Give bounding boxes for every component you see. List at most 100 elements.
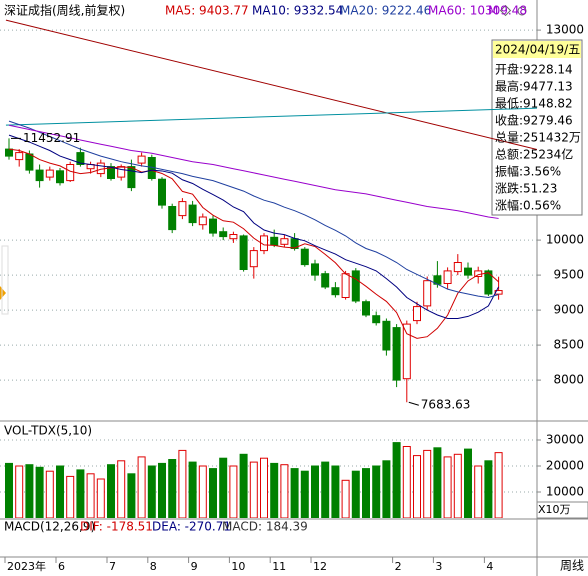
volume-bar (453, 453, 462, 518)
x-tick-label: 4 (486, 560, 493, 573)
ma-line (8, 148, 499, 339)
volume-bar (76, 469, 85, 518)
volume-bar (35, 466, 44, 518)
volume-bar (362, 468, 370, 518)
trend-line (5, 107, 537, 126)
candle-body (300, 248, 309, 266)
icon-diamond[interactable] (499, 4, 512, 17)
y-tick-label: 30000 (546, 433, 584, 447)
candle-body (117, 166, 126, 178)
candle-body (239, 235, 248, 270)
legend-entry: MA5: 9403.77 (165, 4, 249, 18)
volume-bar (321, 461, 330, 518)
x-tick-label: 6 (58, 560, 65, 573)
info-row: 涨跌:51.23 (495, 181, 557, 196)
candle-body (311, 263, 319, 276)
volume-bar (66, 475, 75, 518)
volume-bar (86, 473, 95, 518)
candle-body (5, 148, 13, 157)
volume-bar (249, 461, 258, 518)
candle-body (484, 270, 493, 295)
candle-body (413, 306, 421, 322)
ma-line (8, 124, 499, 219)
volume-bar (147, 465, 156, 518)
volume-bar (56, 465, 64, 518)
y-tick-label: 8500 (553, 338, 584, 352)
candle-body (66, 164, 75, 182)
volume-bar (219, 457, 228, 518)
price-plot: 11452.91 7683.63 (0, 19, 537, 412)
volume-bar (96, 478, 105, 518)
volume-bar (423, 449, 432, 518)
x-tick-label: 3 (435, 560, 442, 573)
info-row: 最低:9148.82 (495, 97, 573, 111)
info-date-bg (493, 41, 581, 58)
volume-bar (239, 453, 248, 518)
candle-body (35, 169, 44, 182)
candle-body (168, 206, 177, 231)
low-label: 7683.63 (421, 398, 471, 412)
unit-box (536, 501, 588, 519)
candle-body (229, 234, 238, 240)
candle-body (188, 204, 197, 224)
y-tick-label: 13000 (546, 23, 584, 37)
volume-bar (209, 468, 217, 518)
volume-plot (0, 439, 537, 518)
volume-bar (137, 456, 146, 518)
volume-bar (382, 460, 391, 518)
y-tick-label: 10000 (546, 485, 584, 499)
period-label[interactable]: 周线 (560, 559, 584, 573)
volume-bar (280, 464, 289, 518)
legend-entry: MA20: 9222.46 (340, 4, 431, 18)
volume-bar (413, 455, 421, 518)
info-row: 总额:25234亿 (495, 147, 573, 162)
info-row: 收盘:9279.46 (495, 113, 573, 128)
ma-line (8, 120, 499, 299)
candle-body (392, 327, 401, 381)
x-tick-label: 2023年 (7, 559, 46, 573)
candle-body (45, 169, 54, 178)
volume-bar (15, 465, 24, 518)
volume-bar (260, 457, 268, 518)
candle-body (178, 201, 187, 217)
info-row: 总量:251432万 (495, 131, 581, 145)
header-extra: M (488, 4, 498, 18)
candle-body (270, 236, 279, 246)
y-tick-label: 8000 (553, 373, 584, 387)
info-row: 涨幅:0.56% (495, 198, 561, 213)
candle-body (158, 178, 166, 206)
volume-bar (158, 462, 166, 518)
side-handle[interactable] (1, 245, 9, 315)
volume-bar (117, 460, 126, 518)
icon-circle[interactable] (517, 6, 527, 16)
candle-body (464, 267, 472, 276)
volume-bar (300, 470, 309, 518)
ma-line (8, 134, 500, 319)
candle-body (107, 166, 115, 180)
volume-bar (45, 470, 54, 518)
legend-entry: MA60: 10309.48 (428, 4, 527, 18)
volume-title: VOL-TDX(5,10) (4, 424, 92, 438)
candle-body (198, 216, 207, 226)
candle-body (209, 218, 217, 234)
x-tick-label: 11 (272, 560, 286, 573)
macd-title: MACD(12,26,9) (4, 520, 95, 534)
y-tick-label: 9000 (553, 303, 584, 317)
volume-bar (494, 452, 503, 518)
info-row: 振幅:3.56% (495, 164, 561, 179)
macd-header-item: DIF: -178.51 (80, 520, 153, 534)
candle-body (15, 152, 24, 161)
candle-body (372, 315, 381, 324)
info-row: 开盘:9228.14 (495, 62, 573, 77)
candle-body (76, 152, 85, 166)
volume-unit: X10万 (538, 503, 571, 516)
volume-bar (188, 461, 197, 518)
x-tick-label: 12 (313, 560, 327, 573)
volume-bar (198, 465, 207, 518)
info-row: 最高:9477.13 (495, 79, 573, 94)
high-label: 11452.91 (23, 131, 80, 145)
volume-bar (443, 456, 452, 518)
macd-header-item: MACD: 184.39 (222, 520, 308, 534)
candle-body (25, 153, 34, 171)
candle-body (402, 323, 411, 380)
